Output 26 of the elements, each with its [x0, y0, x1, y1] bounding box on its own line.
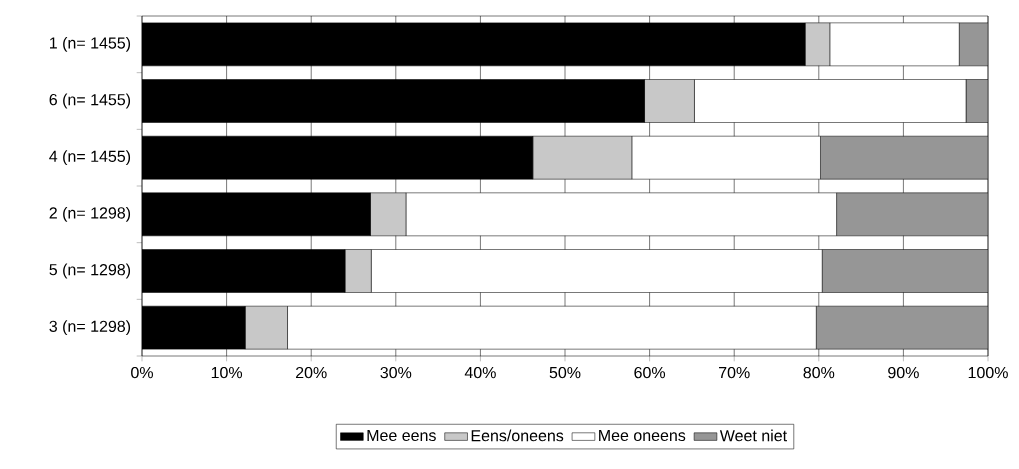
y-tick-label: 6 (n= 1455)	[49, 93, 131, 109]
y-tick-label: 1 (n= 1455)	[50, 36, 131, 52]
y-tick-label: 5 (n= 1298)	[49, 263, 131, 279]
bar	[958, 22, 989, 67]
x-tick-label: 100%	[968, 366, 1008, 379]
x-tick-label: 40%	[464, 366, 496, 379]
bar	[816, 305, 989, 350]
x-tick-label: 0%	[131, 366, 153, 379]
x-tick-label: 30%	[380, 366, 412, 379]
x-tick-label: 70%	[719, 366, 750, 379]
legend-label: Mee eens	[367, 429, 436, 442]
bar	[821, 249, 989, 293]
bar	[836, 192, 989, 237]
x-tick-label: 20%	[295, 366, 327, 379]
legend-label: Mee oneens	[599, 429, 686, 442]
x-tick-label: 80%	[803, 366, 835, 379]
y-tick-label: 3 (n= 1298)	[49, 320, 131, 336]
legend-label: Weet niet	[719, 429, 787, 442]
y-tick-label: 2 (n= 1298)	[49, 206, 131, 222]
y-tick-label: 4 (n= 1455)	[49, 150, 131, 166]
bar	[820, 135, 989, 180]
x-tick-label: 60%	[634, 366, 666, 379]
x-tick-label: 90%	[888, 366, 919, 379]
x-tick-label: 50%	[549, 366, 581, 379]
legend-label: Eens/oneens	[471, 429, 564, 442]
x-tick-label: 10%	[211, 366, 243, 379]
